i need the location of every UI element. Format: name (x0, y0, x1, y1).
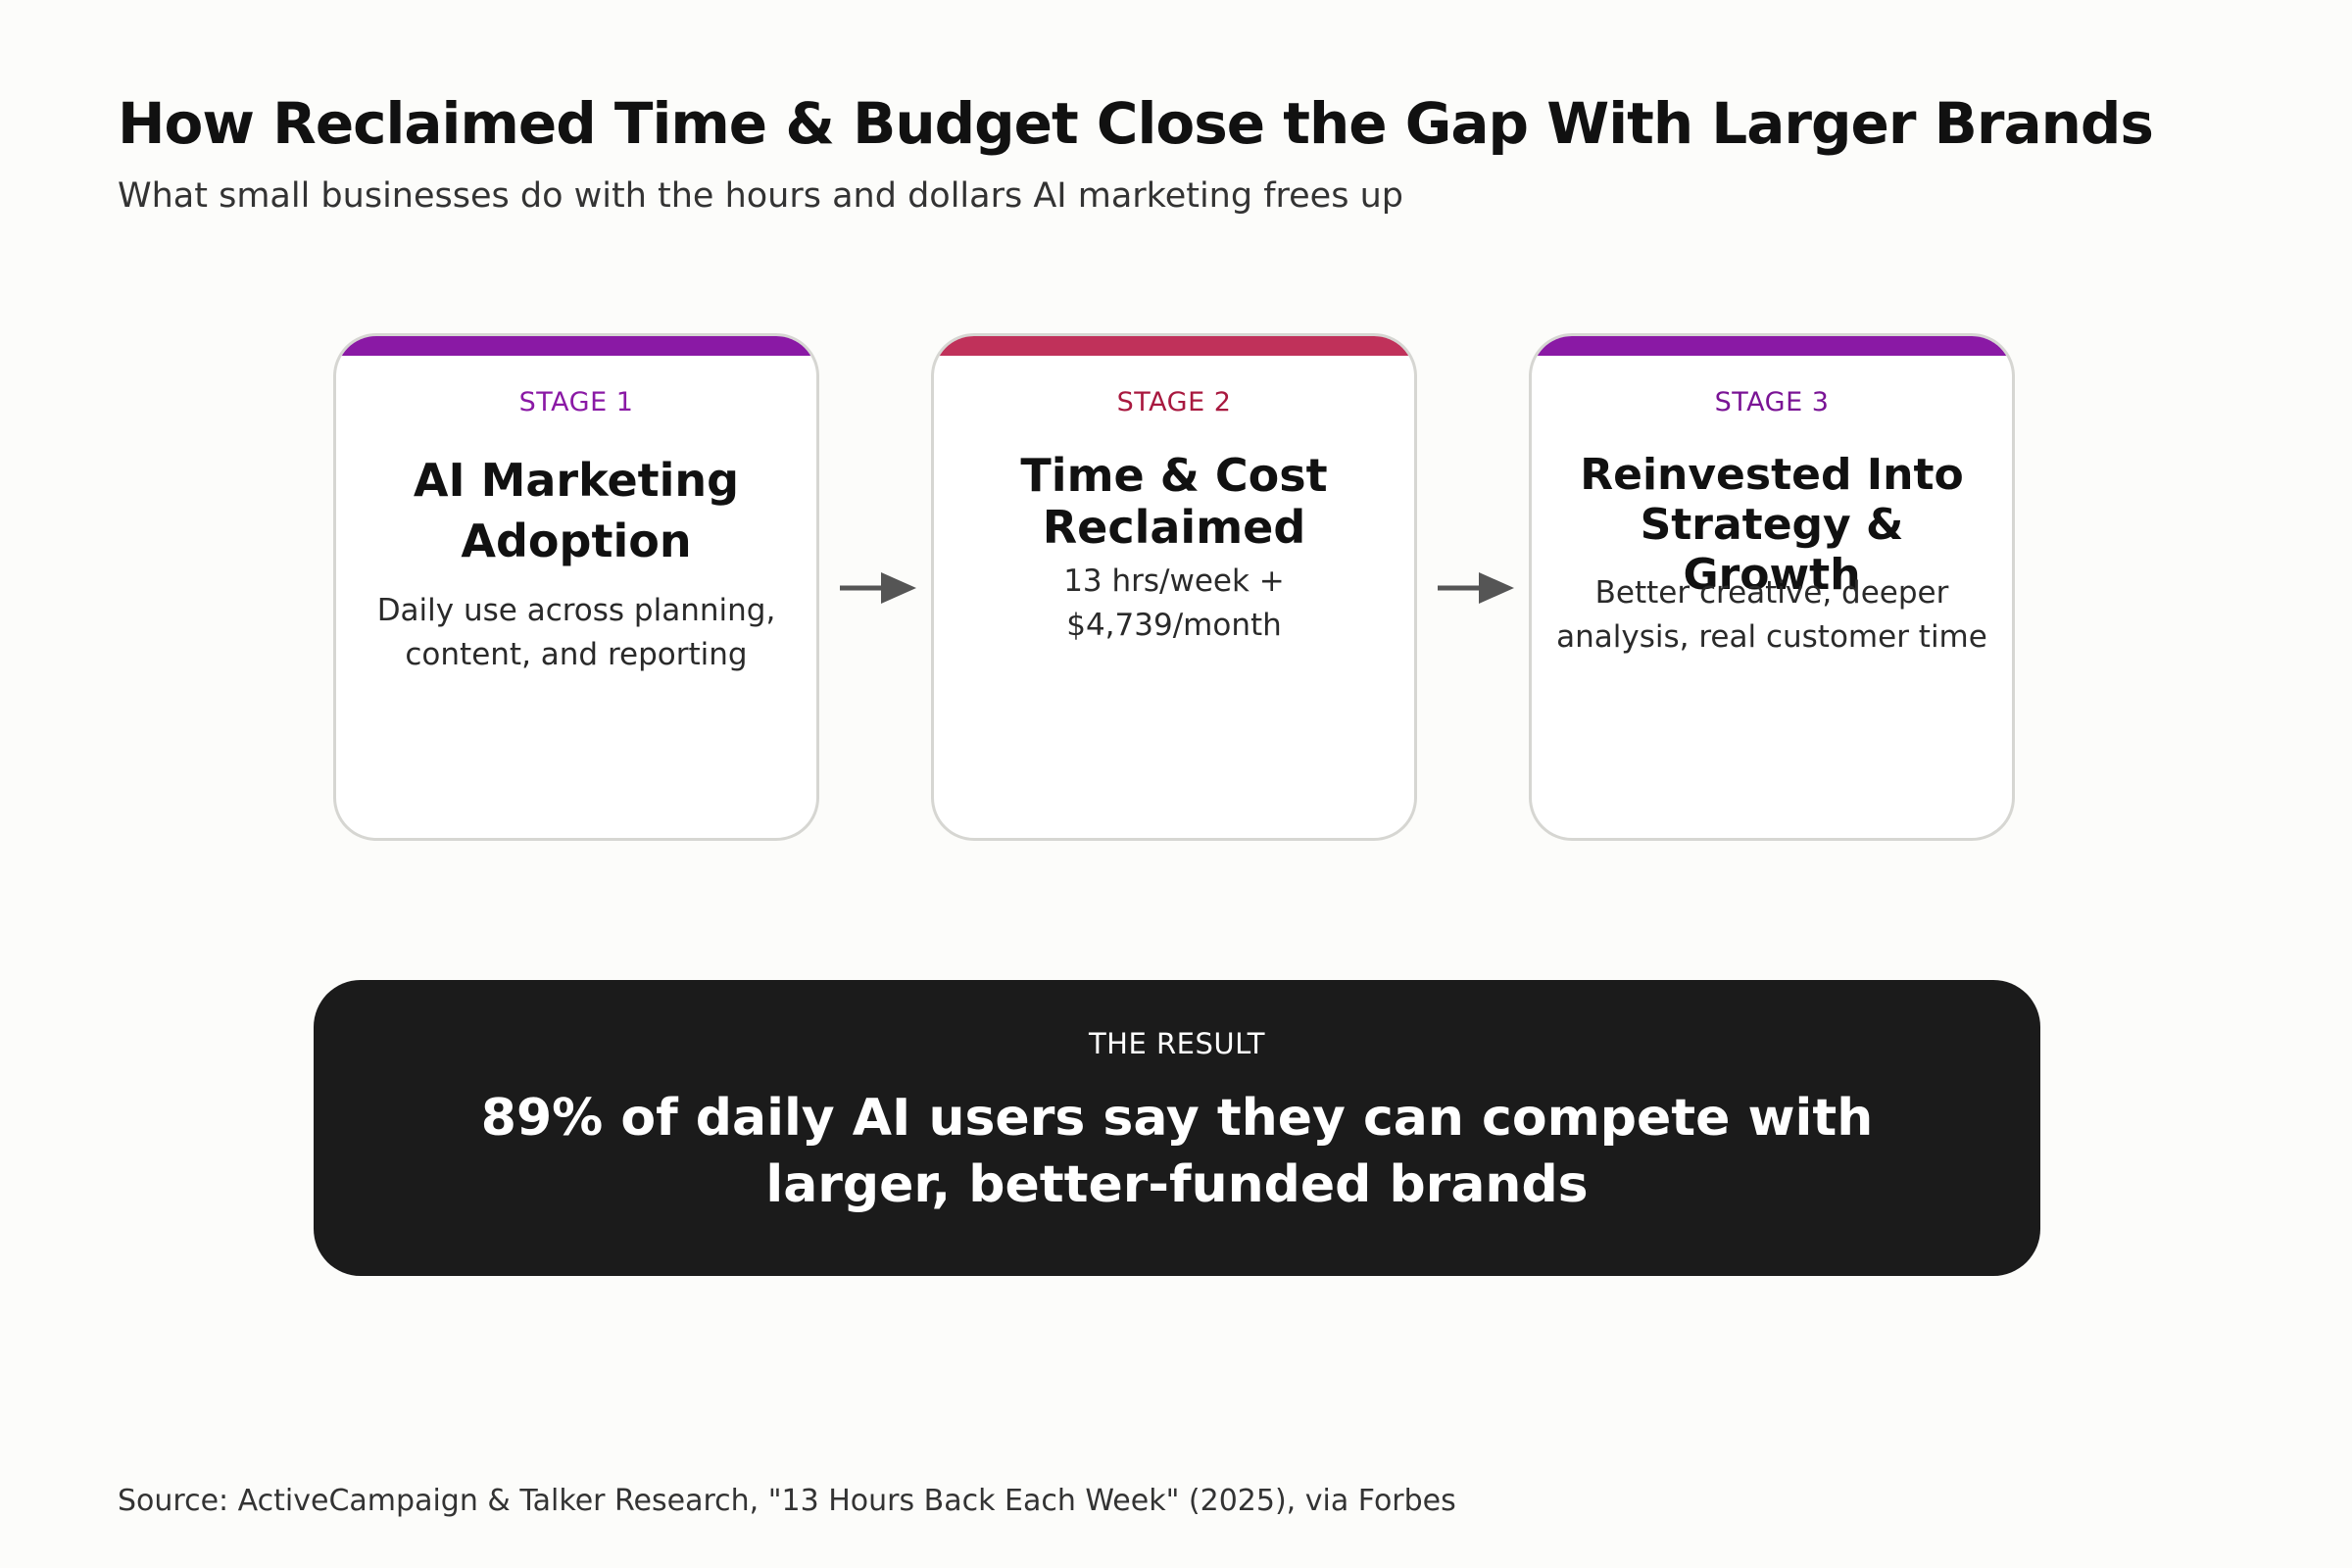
arrow-right-icon (840, 572, 916, 604)
stage-1-heading: AI Marketing Adoption (413, 454, 740, 568)
stage-1-label: STAGE 1 (518, 387, 634, 417)
arrow-right-icon (1438, 572, 1514, 604)
stage-1-accent-bar (336, 336, 816, 356)
stage-card-2: STAGE 2 Time & Cost Reclaimed 13 hrs/wee… (931, 333, 1417, 841)
stage-2-heading: Time & Cost Reclaimed (1020, 449, 1328, 555)
stage-3-heading: Reinvested Into Strategy & Growth (1580, 450, 1964, 601)
stage-1-description: Daily use across planning, content, and … (364, 589, 789, 677)
stage-card-1: STAGE 1 AI Marketing Adoption Daily use … (333, 333, 819, 841)
stage-card-3: STAGE 3 Reinvested Into Strategy & Growt… (1529, 333, 2015, 841)
stage-1-desc-line-2: content, and reporting (405, 636, 748, 672)
stage-3-label: STAGE 3 (1714, 387, 1830, 417)
result-label: THE RESULT (1088, 1027, 1266, 1060)
stage-1-desc-line-1: Daily use across planning, (376, 593, 776, 628)
stage-2-desc-line-2: $4,739/month (1066, 607, 1282, 643)
stage-2-label: STAGE 2 (1116, 387, 1232, 417)
stage-2-description: 13 hrs/week + $4,739/month (961, 560, 1387, 648)
stage-3-description: Better creative, deeper analysis, real c… (1549, 571, 1994, 660)
source-note: Source: ActiveCampaign & Talker Research… (118, 1484, 1456, 1518)
stage-3-accent-bar (1532, 336, 2012, 356)
result-statement: 89% of daily AI users say they can compe… (480, 1089, 1874, 1214)
stage-flow: STAGE 1 AI Marketing Adoption Daily use … (333, 333, 2015, 841)
stage-3-desc-line-2: analysis, real customer time (1556, 618, 1987, 655)
page-title: How Reclaimed Time & Budget Close the Ga… (118, 90, 2154, 157)
stage-2-desc-line-1: 13 hrs/week + (1063, 564, 1285, 599)
stage-3-desc-line-1: Better creative, deeper (1594, 575, 1949, 611)
stage-2-accent-bar (934, 336, 1414, 356)
page-subtitle: What small businesses do with the hours … (118, 176, 1403, 216)
result-panel: THE RESULT 89% of daily AI users say the… (314, 980, 2040, 1276)
